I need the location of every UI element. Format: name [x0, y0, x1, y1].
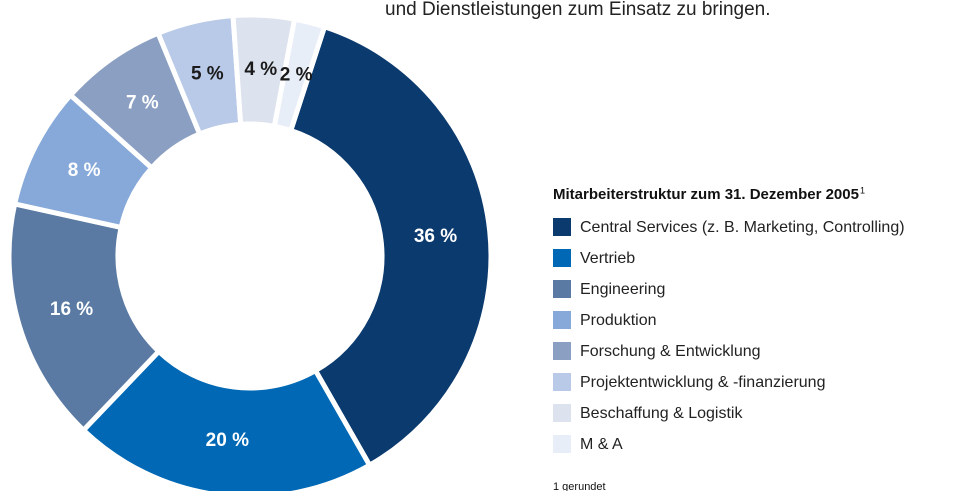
legend-swatch	[553, 311, 571, 329]
legend-label: Central Services (z. B. Marketing, Contr…	[580, 219, 905, 236]
data-label: 36 %	[414, 226, 457, 247]
data-label: 8 %	[68, 160, 101, 181]
data-label: 5 %	[191, 63, 224, 84]
legend-label: Forschung & Entwicklung	[580, 343, 761, 360]
data-label: 20 %	[206, 430, 249, 451]
legend-label: Engineering	[580, 281, 665, 298]
legend-label: Vertrieb	[580, 250, 635, 267]
legend-swatch	[553, 404, 571, 422]
footnote: 1 gerundet	[553, 481, 606, 491]
legend-label: Produktion	[580, 312, 657, 329]
donut-segment	[6, 200, 163, 434]
legend-swatch	[553, 218, 571, 236]
intro-text: und Dienstleistungen zum Einsatz zu brin…	[385, 0, 771, 20]
legend-title: Mitarbeiterstruktur zum 31. Dezember 200…	[553, 186, 859, 203]
data-label: 16 %	[50, 299, 93, 320]
donut-segment	[79, 347, 374, 491]
legend-swatch	[553, 280, 571, 298]
footnote-mark: 1	[860, 185, 865, 195]
data-label: 4 %	[244, 59, 277, 80]
legend-label: Projektentwicklung & -finanzierung	[580, 374, 825, 391]
legend-label: M & A	[580, 436, 623, 453]
data-label: 7 %	[126, 93, 159, 114]
donut-segment	[287, 23, 494, 469]
data-label: 2 %	[280, 64, 313, 85]
legend-swatch	[553, 342, 571, 360]
legend-swatch	[553, 435, 571, 453]
legend-label: Beschaffung & Logistik	[580, 405, 743, 422]
legend-swatch	[553, 373, 571, 391]
legend-swatch	[553, 249, 571, 267]
donut-segment	[271, 16, 328, 134]
